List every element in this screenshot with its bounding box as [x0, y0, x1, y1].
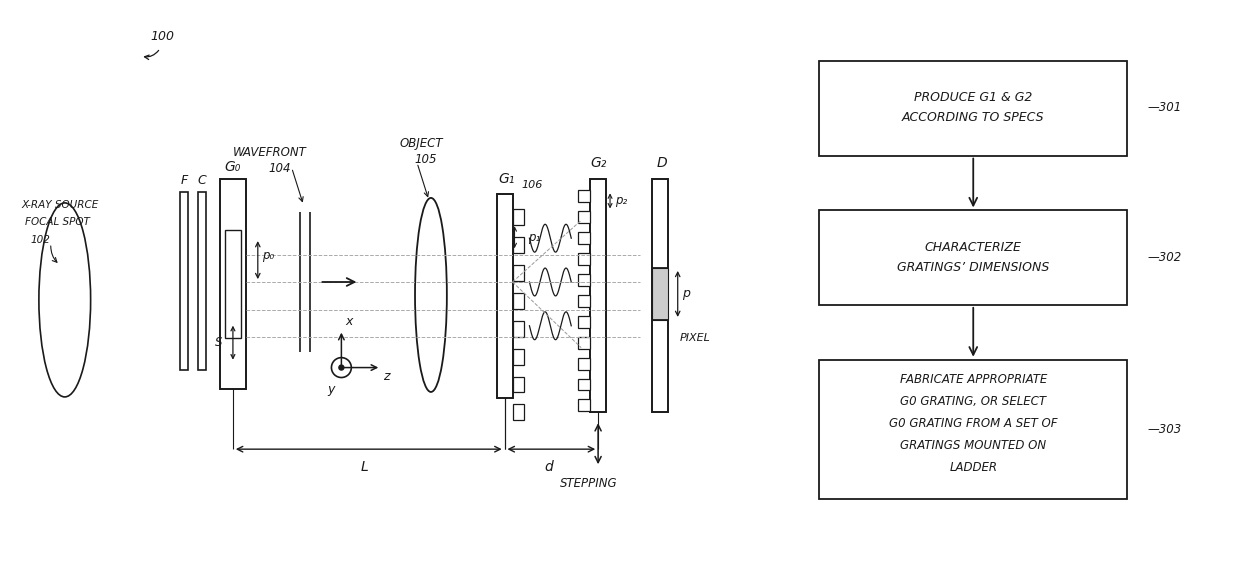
- Text: G0 GRATING, OR SELECT: G0 GRATING, OR SELECT: [900, 395, 1047, 408]
- Text: —302: —302: [1147, 251, 1182, 264]
- Text: FOCAL SPOT: FOCAL SPOT: [25, 217, 89, 227]
- Text: G₀: G₀: [224, 160, 241, 174]
- Text: z: z: [383, 370, 389, 383]
- Bar: [512, 210, 525, 225]
- Bar: [512, 265, 525, 281]
- Bar: [652, 179, 668, 413]
- Text: S: S: [215, 336, 222, 349]
- Bar: [578, 316, 590, 328]
- Bar: [219, 179, 246, 389]
- Text: 105: 105: [414, 153, 438, 166]
- Text: C: C: [197, 174, 206, 187]
- Bar: [818, 61, 1127, 156]
- Text: FABRICATE APPROPRIATE: FABRICATE APPROPRIATE: [900, 373, 1047, 386]
- Text: 100: 100: [150, 30, 175, 43]
- Bar: [578, 337, 590, 348]
- Text: 104: 104: [268, 162, 291, 175]
- Text: F: F: [181, 174, 187, 187]
- Text: D: D: [656, 156, 667, 170]
- Text: L: L: [361, 460, 368, 474]
- Text: GRATINGS MOUNTED ON: GRATINGS MOUNTED ON: [900, 439, 1047, 452]
- Text: G0 GRATING FROM A SET OF: G0 GRATING FROM A SET OF: [889, 417, 1058, 430]
- Bar: [578, 274, 590, 286]
- Text: d: d: [544, 460, 553, 474]
- Text: p: p: [682, 287, 689, 301]
- Bar: [578, 232, 590, 244]
- Bar: [496, 194, 512, 398]
- Text: x: x: [346, 315, 352, 328]
- Bar: [512, 405, 525, 420]
- Text: p₂: p₂: [615, 194, 627, 207]
- Text: —301: —301: [1147, 101, 1182, 114]
- Bar: [512, 321, 525, 337]
- Text: G₁: G₁: [498, 171, 515, 185]
- Ellipse shape: [38, 203, 91, 397]
- Bar: [818, 360, 1127, 499]
- Text: CHARACTERIZE: CHARACTERIZE: [925, 241, 1022, 253]
- Text: p₀: p₀: [262, 248, 274, 262]
- Bar: [198, 192, 206, 370]
- Text: STEPPING: STEPPING: [560, 478, 618, 491]
- Bar: [578, 295, 590, 307]
- Bar: [578, 211, 590, 223]
- Text: PIXEL: PIXEL: [680, 333, 711, 343]
- Bar: [818, 210, 1127, 305]
- Bar: [578, 379, 590, 391]
- Bar: [512, 348, 525, 365]
- Ellipse shape: [415, 198, 446, 392]
- Bar: [224, 230, 241, 338]
- Text: —303: —303: [1147, 423, 1182, 436]
- Bar: [512, 237, 525, 253]
- Text: G₂: G₂: [590, 156, 606, 170]
- Bar: [180, 192, 188, 370]
- Text: 102: 102: [31, 235, 51, 245]
- Bar: [578, 357, 590, 370]
- Text: PRODUCE G1 & G2: PRODUCE G1 & G2: [914, 92, 1033, 105]
- Bar: [578, 400, 590, 411]
- Bar: [578, 191, 590, 202]
- Text: y: y: [327, 383, 335, 396]
- Text: 106: 106: [522, 180, 543, 191]
- Text: GRATINGS’ DIMENSIONS: GRATINGS’ DIMENSIONS: [897, 261, 1049, 274]
- Text: X-RAY SOURCE: X-RAY SOURCE: [21, 201, 98, 210]
- Text: OBJECT: OBJECT: [399, 137, 443, 150]
- Circle shape: [339, 365, 343, 370]
- Text: LADDER: LADDER: [950, 461, 997, 474]
- Text: p₁: p₁: [528, 231, 541, 244]
- Bar: [590, 179, 606, 413]
- Text: ACCORDING TO SPECS: ACCORDING TO SPECS: [901, 111, 1044, 124]
- Bar: [578, 253, 590, 265]
- Bar: [512, 293, 525, 309]
- Bar: [652, 268, 668, 320]
- Text: WAVEFRONT: WAVEFRONT: [233, 146, 306, 159]
- Bar: [512, 377, 525, 392]
